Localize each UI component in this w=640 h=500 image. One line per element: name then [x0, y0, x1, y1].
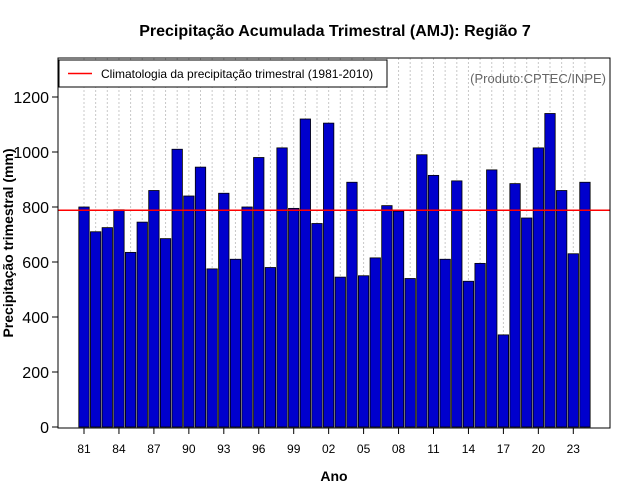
bar-02 [323, 122, 335, 428]
x-tick-label-87: 87 [147, 442, 161, 456]
y-tick-label-1200: 1200 [13, 90, 49, 107]
x-tick-label-99: 99 [287, 442, 301, 456]
y-tick-label-400: 400 [22, 310, 49, 327]
x-tick-label-08: 08 [392, 442, 406, 456]
bar-03 [334, 276, 346, 428]
bar-14 [462, 280, 475, 428]
y-tick-label-200: 200 [22, 365, 49, 382]
x-axis-title: Ano [320, 468, 347, 484]
bar-99 [288, 207, 300, 428]
x-tick-label-81: 81 [77, 442, 91, 456]
plot-frame [57, 57, 611, 429]
bar-23 [567, 253, 579, 428]
legend-box [58, 59, 388, 88]
bar-21 [544, 113, 556, 428]
bar-15 [474, 262, 486, 428]
bar-01 [311, 223, 323, 428]
bar-83 [101, 227, 113, 428]
bar-09 [404, 278, 416, 428]
bar-11 [427, 174, 440, 428]
x-tick-label-17: 17 [497, 442, 511, 456]
bar-06 [369, 257, 381, 428]
y-tick-label-600: 600 [22, 255, 49, 272]
x-tick-label-14: 14 [462, 442, 476, 456]
bar-00 [299, 118, 311, 428]
bar-81 [78, 206, 90, 428]
x-tick-label-20: 20 [532, 442, 546, 456]
bar-85 [125, 251, 137, 428]
x-tick-label-11: 11 [427, 442, 440, 456]
x-tick-label-96: 96 [252, 442, 266, 456]
bar-90 [183, 195, 195, 428]
bar-12 [439, 258, 451, 428]
bar-94 [229, 258, 242, 428]
bar-89 [171, 148, 183, 428]
bar-97 [264, 267, 277, 428]
credit-label: (Produto:CPTEC/INPE) [470, 71, 606, 86]
bar-22 [556, 190, 568, 428]
y-tick-label-800: 800 [22, 200, 49, 217]
bar-98 [276, 147, 288, 428]
legend-label: Climatologia da precipitação trimestral … [101, 67, 373, 81]
y-tick-label-0: 0 [40, 420, 49, 437]
x-tick-label-23: 23 [567, 442, 581, 456]
bar-82 [90, 231, 102, 428]
legend: Climatologia da precipitação trimestral … [58, 59, 388, 88]
bar-86 [136, 221, 148, 428]
bar-24 [579, 181, 591, 428]
x-tick-label-05: 05 [357, 442, 371, 456]
bar-93 [218, 192, 230, 428]
bar-92 [206, 268, 218, 428]
bar-10 [416, 154, 428, 428]
y-axis-title: Precipitação trimestral (mm) [0, 148, 16, 337]
bar-16 [486, 169, 498, 428]
bar-08 [392, 210, 405, 428]
x-tick-label-02: 02 [322, 442, 336, 456]
bar-88 [159, 238, 172, 428]
y-axis: 0 200 400 600 800 1000 1200 [13, 90, 58, 437]
bar-91 [194, 166, 207, 428]
bar-05 [357, 275, 370, 428]
bar-84 [113, 209, 125, 428]
x-axis: 81 84 87 90 93 96 99 02 05 08 11 14 17 20 23 [77, 428, 580, 456]
chart-title: Precipitação Acumulada Trimestral (AMJ):… [139, 23, 531, 40]
bar-17 [497, 334, 510, 428]
bars [78, 113, 591, 428]
bar-20 [532, 147, 544, 428]
x-tick-label-90: 90 [182, 442, 196, 456]
bar-18 [509, 183, 521, 428]
bar-19 [521, 217, 533, 428]
bar-95 [241, 206, 253, 428]
bar-87 [148, 190, 160, 428]
x-tick-label-93: 93 [217, 442, 231, 456]
bar-96 [253, 157, 265, 428]
bar-04 [346, 181, 358, 428]
bar-07 [381, 205, 393, 428]
y-tick-label-1000: 1000 [13, 145, 49, 162]
x-tick-label-84: 84 [112, 442, 126, 456]
bar-13 [451, 180, 463, 428]
